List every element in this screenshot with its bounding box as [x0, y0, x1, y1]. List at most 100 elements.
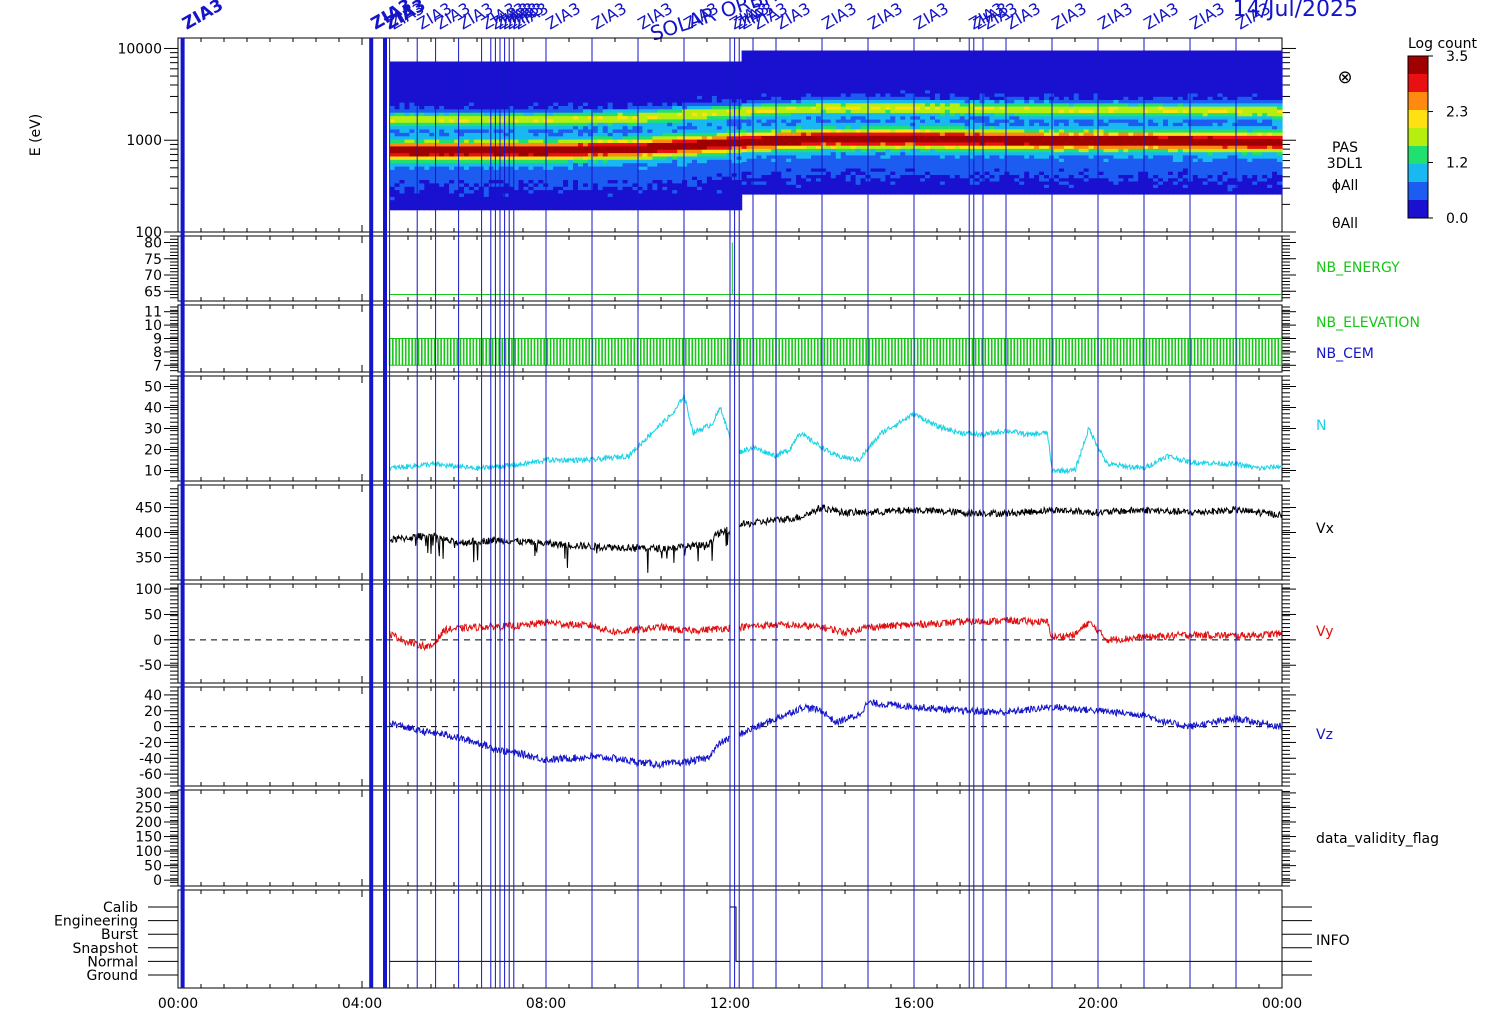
- spectrogram-cell: [776, 50, 782, 55]
- spectrogram-cell: [419, 206, 425, 211]
- spectrogram-cell: [672, 85, 678, 90]
- spectrogram-cell: [905, 57, 911, 61]
- spectrogram-cell: [493, 152, 500, 157]
- spectrogram-cell: [568, 68, 574, 73]
- spectrogram-cell: [642, 125, 648, 130]
- spectrogram-cell: [459, 155, 465, 160]
- spectrogram-cell: [885, 105, 891, 110]
- spectrogram-cell: [890, 145, 896, 149]
- spectrogram-cell: [662, 149, 668, 154]
- spectrogram-cell: [444, 95, 450, 100]
- spectrogram-cell: [652, 85, 658, 90]
- spectrogram-cell: [652, 61, 658, 66]
- spectrogram-cell: [766, 135, 772, 140]
- spectrogram-cell: [910, 177, 916, 182]
- spectrogram-cell: [890, 135, 896, 140]
- spectrogram-cell: [607, 203, 614, 207]
- spectrogram-cell: [538, 91, 544, 96]
- spectrogram-cell: [573, 139, 579, 143]
- spectrogram-cell: [657, 115, 663, 120]
- spectrogram-cell: [840, 141, 847, 146]
- spectrogram-cell: [692, 176, 698, 180]
- spectrogram-cell: [692, 152, 698, 157]
- spectrogram-cell: [459, 118, 465, 123]
- spectrogram-cell: [756, 109, 763, 114]
- spectrogram-cell: [741, 63, 748, 68]
- spectrogram-cell: [528, 182, 534, 187]
- spectrogram-cell: [850, 148, 857, 153]
- spectrogram-cell: [835, 73, 842, 78]
- spectrogram-cell: [667, 105, 673, 110]
- spectrogram-cell: [900, 125, 906, 130]
- spectrogram-cell: [721, 108, 728, 113]
- spectrogram-cell: [429, 128, 435, 133]
- spectrogram-cell: [662, 128, 668, 133]
- spectrogram-cell: [548, 162, 554, 167]
- spectrogram-cell: [389, 132, 396, 137]
- spectrogram-cell: [454, 88, 460, 93]
- spectrogram-cell: [647, 206, 653, 211]
- spectrogram-cell: [677, 182, 683, 187]
- spectrogram-cell: [850, 154, 857, 159]
- spectrogram-cell: [756, 63, 763, 68]
- spectrogram-cell: [454, 159, 460, 164]
- spectrogram-cell: [796, 73, 802, 78]
- spectrogram-cell: [573, 71, 579, 76]
- spectrogram-cell: [503, 152, 510, 157]
- spectrogram-cell: [538, 182, 544, 187]
- spectrogram-cell: [925, 99, 931, 104]
- spectrogram-cell: [925, 177, 931, 182]
- spectrogram-cell: [583, 132, 589, 137]
- spectrogram-cell: [796, 135, 802, 140]
- spectrogram-cell: [518, 64, 525, 69]
- spectrogram-cell: [920, 164, 926, 169]
- spectrogram-cell: [816, 135, 822, 140]
- spectrogram-cell: [741, 105, 748, 110]
- spectrogram-cell: [558, 142, 564, 147]
- spectrogram-cell: [568, 172, 574, 177]
- spectrogram-cell: [811, 66, 817, 71]
- spectrogram-cell: [667, 128, 673, 133]
- spectrogram-cell: [657, 85, 663, 90]
- spectrogram-cell: [781, 66, 787, 71]
- spectrogram-cell: [721, 162, 728, 167]
- spectrogram-cell: [404, 139, 411, 143]
- spectrogram-cell: [449, 112, 455, 117]
- spectrogram-cell: [578, 132, 584, 137]
- spectrogram-cell: [855, 158, 862, 162]
- spectrogram-cell: [925, 102, 931, 107]
- spectrogram-cell: [637, 182, 644, 187]
- spectrogram-cell: [925, 190, 931, 195]
- spectrogram-cell: [583, 145, 589, 150]
- spectrogram-cell: [483, 95, 490, 100]
- spectrogram-cell: [642, 68, 648, 73]
- spectrogram-cell: [880, 83, 886, 87]
- spectrogram-cell: [404, 85, 411, 90]
- spectrogram-cell: [488, 179, 495, 184]
- spectrogram-cell: [662, 179, 668, 184]
- spectrogram-cell: [459, 152, 465, 157]
- spectrogram-cell: [776, 102, 782, 107]
- spectrogram-cell: [523, 152, 530, 157]
- spectrogram-cell: [711, 61, 718, 66]
- spectrogram-cell: [523, 105, 530, 110]
- spectrogram-cell: [622, 88, 629, 93]
- spectrogram-cell: [806, 177, 812, 182]
- spectrogram-cell: [811, 105, 817, 110]
- spectrogram-cell: [573, 108, 579, 113]
- spectrogram-cell: [845, 151, 852, 156]
- spectrogram-cell: [811, 190, 817, 195]
- spectrogram-cell: [617, 88, 624, 93]
- spectrogram-cell: [835, 132, 842, 136]
- spectrogram-cell: [875, 190, 882, 195]
- spectrogram-cell: [706, 125, 713, 130]
- spectrogram-cell: [662, 71, 668, 76]
- spectrogram-cell: [498, 182, 505, 187]
- spectrogram-cell: [394, 85, 401, 90]
- spectrogram-cell: [781, 86, 787, 91]
- spectrogram-cell: [811, 86, 817, 91]
- spectrogram-cell: [558, 122, 564, 127]
- spectrogram-cell: [845, 115, 852, 120]
- spectrogram-cell: [706, 118, 713, 123]
- spectrogram-cell: [870, 184, 877, 188]
